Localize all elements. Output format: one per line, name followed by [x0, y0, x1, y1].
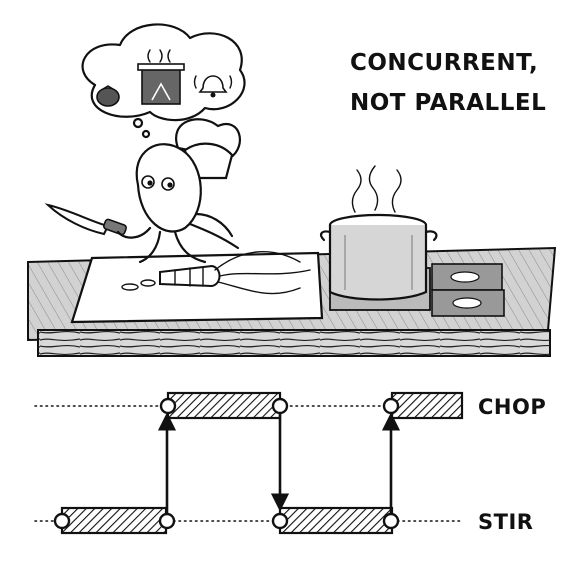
stir-node-2-start — [271, 512, 289, 530]
stir-node-1-end — [158, 512, 176, 530]
chop-segment-2 — [390, 391, 464, 420]
lane-label-stir: STIR — [478, 510, 533, 534]
carrot-icon — [159, 251, 311, 295]
timeline-diagram: CHOP STIR — [34, 391, 546, 535]
chop-node-1-end — [271, 397, 289, 415]
lane-label-chop: CHOP — [478, 395, 546, 419]
thought-bubble — [81, 23, 246, 139]
cutting-board-icon — [70, 251, 324, 324]
stockpot-icon — [320, 165, 438, 301]
stir-node-start — [53, 512, 71, 530]
octopus-chef-icon — [116, 118, 241, 264]
stir-segment-2 — [278, 506, 394, 535]
stir-segment-1 — [60, 506, 168, 535]
stir-node-2-end — [382, 512, 400, 530]
steaming-pot-icon — [137, 49, 185, 105]
chop-node-1-start — [159, 397, 177, 415]
title-line-1: CONCURRENT, — [350, 50, 538, 76]
tomato-icon — [96, 85, 120, 107]
knife-icon — [44, 203, 128, 236]
title-line-2: NOT PARALLEL — [350, 90, 546, 116]
chop-segment-1 — [166, 391, 282, 420]
chop-node-2-start — [382, 397, 400, 415]
bell-icon — [193, 75, 233, 98]
